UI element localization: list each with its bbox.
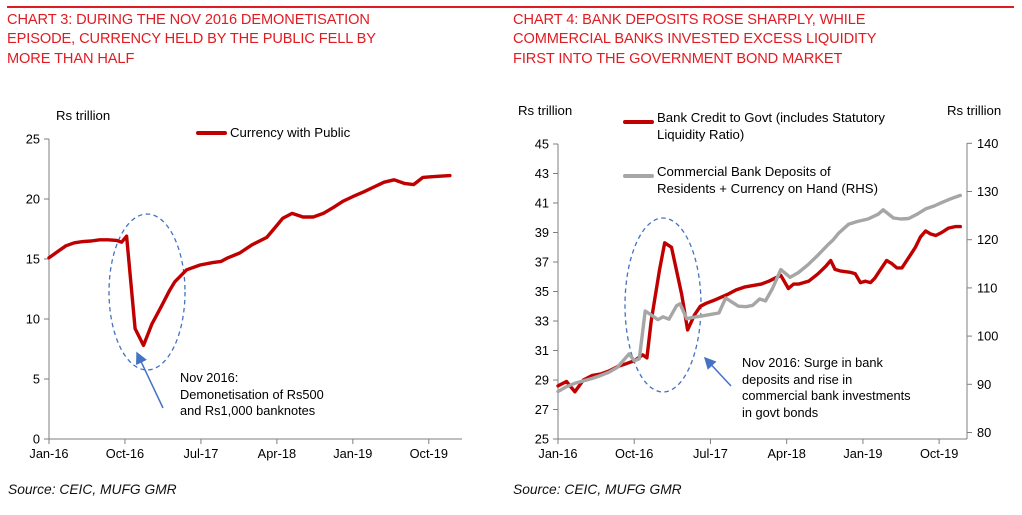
legend-label: Currency with Public — [230, 125, 351, 140]
chart3-x-tick-label: Oct-19 — [410, 446, 448, 461]
chart4-plot: 25 27 29 31 33 35 37 39 41 43 45 80 90 100 110 120 130 14… — [535, 136, 999, 461]
chart3-x-tick-label: Jan-19 — [333, 446, 372, 461]
chart3-annotation-arrow — [136, 351, 164, 409]
chart4-y2-tick-label: 140 — [977, 136, 998, 151]
chart3-y-tick-label: 0 — [33, 432, 40, 447]
chart4-y2-tick-label: 90 — [977, 377, 991, 392]
chart3-y-axis-title: Rs trillion — [56, 108, 111, 123]
chart3-x-tick-label: Jul-17 — [183, 446, 218, 461]
chart3-x-tick-label: Apr-18 — [258, 446, 296, 461]
chart4-y-tick-label: 35 — [535, 284, 549, 299]
chart4-legend-deposits: Commercial Bank Deposits of Residents + … — [623, 164, 878, 197]
chart4-y-tick-label: 39 — [535, 225, 549, 240]
legend-line-swatch — [623, 120, 654, 124]
chart4-y-tick-label: 43 — [535, 166, 549, 181]
legend-label: Bank Credit to Govt (includes Statutory … — [657, 110, 885, 142]
chart3-y-tick-label: 10 — [26, 312, 40, 327]
chart4-annotation: Nov 2016: Surge in bank deposits and ris… — [742, 355, 911, 420]
legend-line-swatch — [623, 174, 654, 178]
chart3-legend: Currency with Public — [196, 125, 351, 141]
chart4-y-tick-label: 41 — [535, 196, 549, 211]
chart3-annotation: Nov 2016: Demonetisation of Rs500 and Rs… — [180, 370, 324, 419]
chart4-y-tick-label: 31 — [535, 343, 549, 358]
chart4-x-tick-label: Oct-16 — [615, 446, 653, 461]
chart3-y-tick-label: 15 — [26, 252, 40, 267]
chart3-x-tick-label: Oct-16 — [106, 446, 144, 461]
top-rule — [7, 6, 1014, 9]
chart4-title: CHART 4: BANK DEPOSITS ROSE SHARPLY, WHI… — [513, 12, 877, 67]
chart3-source: Source: CEIC, MUFG GMR — [8, 482, 177, 497]
chart4-y-tick-label: 25 — [535, 432, 549, 447]
chart4-x-tick-label: Oct-19 — [920, 446, 958, 461]
chart4-y-tick-label: 45 — [535, 137, 549, 152]
chart4-source: Source: CEIC, MUFG GMR — [513, 482, 682, 497]
chart3-highlight-ellipse — [108, 213, 186, 371]
chart4-y2-tick-label: 100 — [977, 329, 998, 344]
chart4-y-tick-label: 37 — [535, 255, 549, 270]
chart3-title: CHART 3: DURING THE NOV 2016 DEMONETISAT… — [7, 12, 376, 67]
chart4-x-tick-label: Jul-17 — [693, 446, 728, 461]
chart4-annotation-arrow — [703, 356, 732, 387]
chart4-series-line — [556, 193, 962, 394]
chart3-y-tick-label: 20 — [26, 192, 40, 207]
chart4-series-line — [556, 224, 962, 394]
chart4-y-tick-label: 27 — [535, 402, 549, 417]
chart4-y-tick-label: 29 — [535, 373, 549, 388]
legend-line-swatch — [196, 131, 227, 135]
chart4-y2-tick-label: 80 — [977, 425, 991, 440]
chart4-y2-tick-label: 110 — [977, 280, 997, 295]
chart3-y-tick-label: 5 — [33, 372, 40, 387]
chart4-y-tick-label: 33 — [535, 314, 549, 329]
chart4-left-axis-title: Rs trillion — [518, 103, 573, 118]
chart4-x-tick-label: Jan-19 — [843, 446, 882, 461]
chart4-right-axis-title: Rs trillion — [947, 103, 1002, 118]
chart3-y-tick-label: 25 — [26, 132, 40, 147]
chart3-series-line — [47, 173, 452, 348]
legend-label: Commercial Bank Deposits of Residents + … — [657, 164, 878, 196]
chart3-x-tick-label: Jan-16 — [29, 446, 68, 461]
chart4-x-tick-label: Jan-16 — [538, 446, 577, 461]
chart4-legend-bank-credit: Bank Credit to Govt (includes Statutory … — [623, 110, 885, 143]
chart3-plot: 0 5 10 15 20 25 Jan-16 Oct-16 Jul-17 Apr-18 Jan-19… — [26, 132, 462, 461]
chart4-x-tick-label: Apr-18 — [767, 446, 805, 461]
chart4-y2-tick-label: 120 — [977, 232, 998, 247]
chart4-y2-tick-label: 130 — [977, 184, 998, 199]
